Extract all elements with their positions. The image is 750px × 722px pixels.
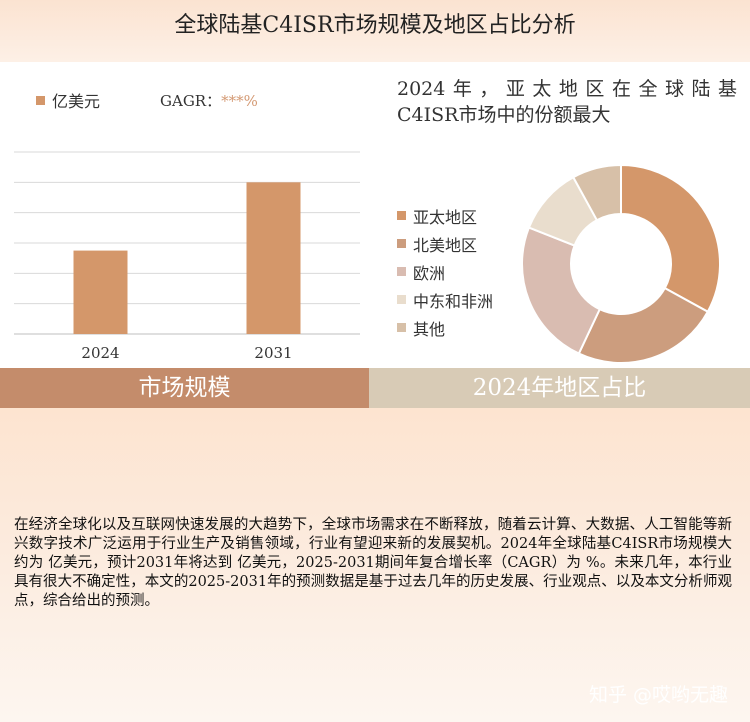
cagr-value: ***% (221, 92, 258, 110)
region-share-donut-chart (521, 163, 721, 364)
donut-legend-label: 中东和非洲 (413, 292, 494, 311)
bar-legend-label: 亿美元 (52, 92, 101, 111)
donut-slice-1 (620, 163, 721, 314)
market-size-band-label: 市场规模 (138, 375, 231, 401)
donut-legend-swatch (397, 239, 406, 248)
market-size-bar-chart: 2024 2031 (14, 151, 360, 362)
donut-legend-swatch (397, 267, 406, 276)
donut-slice-5 (571, 163, 622, 222)
region-share-band: 2024年地区占比 (369, 368, 750, 408)
region-share-panel: 2024年，亚太地区在全球陆基 C4ISR市场中的份额最大 亚太地区北美地区欧洲… (375, 62, 750, 368)
donut-legend-label: 欧洲 (413, 264, 446, 283)
description-paragraph: 在经济全球化以及互联网快速发展的大趋势下，全球市场需求在不断释放，随着云计算、大… (14, 517, 732, 609)
region-share-headline: 2024年，亚太地区在全球陆基 C4ISR市场中的份额最大 (397, 76, 737, 128)
donut-legend-label: 亚太地区 (413, 208, 478, 227)
description-section: 在经济全球化以及互联网快速发展的大趋势下，全球市场需求在不断释放，随着云计算、大… (0, 408, 750, 722)
bar-2024 (73, 250, 128, 334)
region-share-headline-line1: 2024年，亚太地区在全球陆基 (397, 78, 737, 100)
donut-legend-label: 其他 (413, 320, 446, 339)
cagr-label: GAGR： (160, 92, 222, 110)
donut-legend-swatch (397, 323, 406, 332)
x-tick-label: 2024 (81, 344, 119, 362)
watermark: 知乎 @哎哟无趣 (588, 684, 728, 706)
donut-slice-3 (521, 226, 602, 355)
donut-legend-swatch (397, 211, 406, 220)
cagr-text: GAGR：***% (160, 90, 258, 111)
bar-2031 (246, 182, 301, 334)
page-title: 全球陆基C4ISR市场规模及地区占比分析 (174, 13, 576, 38)
x-tick-label: 2031 (254, 344, 292, 362)
market-size-band: 市场规模 (0, 368, 369, 408)
region-share-headline-line2: C4ISR市场中的份额最大 (397, 104, 611, 126)
market-size-panel: 亿美元 GAGR：***% 2024 2031 (0, 62, 375, 368)
donut-legend-swatch (397, 295, 406, 304)
header-banner: 全球陆基C4ISR市场规模及地区占比分析 (0, 0, 750, 62)
donut-slice-2 (577, 286, 710, 364)
region-share-band-label: 2024年地区占比 (472, 375, 647, 401)
donut-legend-label: 北美地区 (413, 236, 478, 255)
bar-legend-swatch (36, 96, 45, 105)
